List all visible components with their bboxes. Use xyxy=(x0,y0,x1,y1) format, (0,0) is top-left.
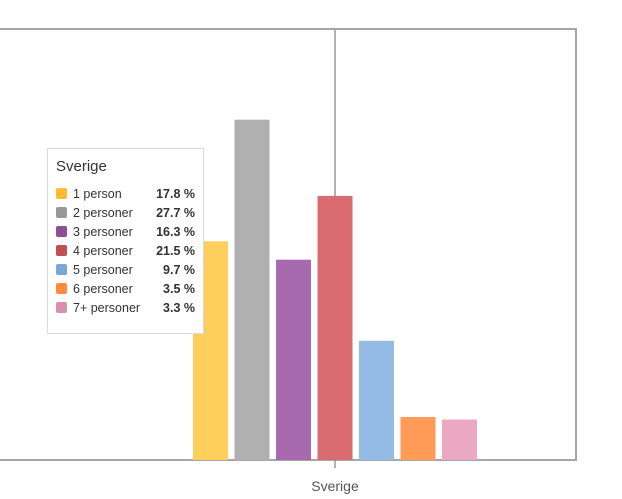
bar-4-personer[interactable] xyxy=(317,195,353,460)
tooltip-title: Sverige xyxy=(56,158,107,175)
tooltip-row-label: 3 personer xyxy=(73,224,133,239)
bars xyxy=(193,119,477,461)
tooltip-row-value: 3.5 % xyxy=(163,281,195,296)
tooltip-row: 3 personer 16.3 % xyxy=(56,222,195,241)
tooltip-row-label: 7+ personer xyxy=(73,300,141,315)
tooltip-row-value: 17.8 % xyxy=(156,186,195,201)
tooltip: Sverige 1 person 17.8 % 2 personer 27.7 % 3 … xyxy=(47,148,204,334)
legend-swatch xyxy=(56,264,67,275)
tooltip-row-value: 16.3 % xyxy=(156,224,195,239)
bar-5-personer[interactable] xyxy=(359,340,394,460)
bar-3-personer[interactable] xyxy=(276,259,311,460)
tooltip-row: 1 person 17.8 % xyxy=(56,184,195,203)
tooltip-row: 6 personer 3.5 % xyxy=(56,279,195,298)
legend-swatch xyxy=(56,207,67,218)
tooltip-row-value: 21.5 % xyxy=(156,243,195,258)
tooltip-row-value: 9.7 % xyxy=(163,262,195,277)
tooltip-row-value: 3.3 % xyxy=(163,300,195,315)
legend-swatch xyxy=(56,188,67,199)
tooltip-row: 5 personer 9.7 % xyxy=(56,260,195,279)
tooltip-row: 7+ personer 3.3 % xyxy=(56,298,195,317)
tooltip-row: 4 personer 21.5 % xyxy=(56,241,195,260)
bar-6-personer[interactable] xyxy=(400,417,436,460)
tooltip-rows: 1 person 17.8 % 2 personer 27.7 % 3 personer… xyxy=(56,184,195,317)
tooltip-row-label: 6 personer xyxy=(73,281,133,296)
tooltip-row-label: 1 person xyxy=(73,186,122,201)
x-tick-label: Sverige xyxy=(311,478,359,494)
legend-swatch xyxy=(56,226,67,237)
legend-swatch xyxy=(56,302,67,313)
tooltip-row-value: 27.7 % xyxy=(156,205,195,220)
legend-swatch xyxy=(56,283,67,294)
tooltip-row: 2 personer 27.7 % xyxy=(56,203,195,222)
bar-7plus-personer[interactable] xyxy=(442,419,477,461)
legend-swatch xyxy=(56,245,67,256)
bar-2-personer[interactable] xyxy=(234,119,270,460)
tooltip-row-label: 4 personer xyxy=(73,243,133,258)
tooltip-row-label: 2 personer xyxy=(73,205,133,220)
tooltip-row-label: 5 personer xyxy=(73,262,133,277)
